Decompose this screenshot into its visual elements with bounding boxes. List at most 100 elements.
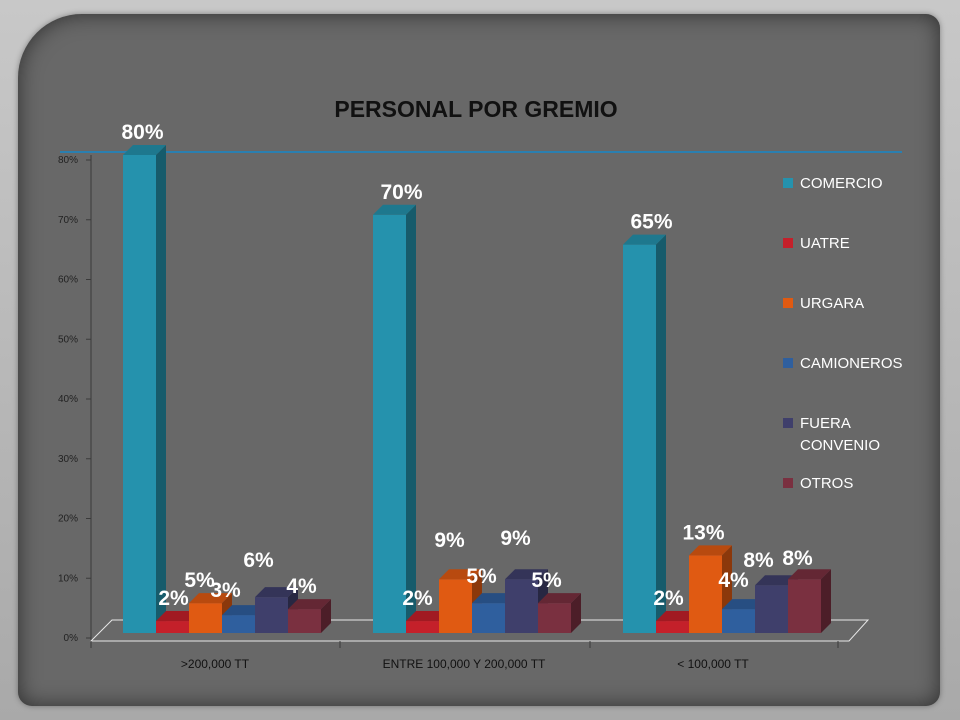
bar	[538, 593, 581, 633]
bar-front	[373, 214, 406, 633]
bar-front	[288, 609, 321, 633]
legend-swatch	[783, 418, 793, 428]
bar	[373, 204, 416, 633]
y-tick-label: 10%	[58, 573, 78, 584]
data-label: 2%	[158, 587, 189, 610]
legend-label: COMERCIO	[800, 175, 883, 192]
bar-top	[373, 204, 416, 215]
data-label: 2%	[402, 587, 433, 610]
bar-top	[255, 587, 298, 598]
bar-top	[505, 569, 548, 580]
data-label: 4%	[286, 575, 317, 598]
data-label: 2%	[653, 587, 684, 610]
legend-label: OTROS	[800, 475, 853, 492]
data-label: 9%	[434, 529, 465, 552]
y-tick-label: 50%	[58, 334, 78, 345]
bar-top	[689, 545, 732, 556]
data-label: 70%	[380, 181, 422, 204]
bar-side	[571, 593, 581, 633]
legend-swatch	[783, 358, 793, 368]
legend-label: FUERA	[800, 415, 851, 432]
bar	[189, 593, 232, 633]
bar-top	[722, 599, 765, 610]
data-label: 65%	[630, 211, 672, 234]
bar-top	[656, 611, 699, 622]
bar-front	[538, 603, 571, 633]
bar-top	[288, 599, 331, 610]
bar-front	[255, 597, 288, 633]
bar-top	[439, 569, 482, 580]
legend-swatch	[783, 298, 793, 308]
data-label: 3%	[210, 579, 241, 602]
data-labels: 80%2%5%3%6%4%70%2%9%5%9%5%65%2%13%4%8% 8%	[121, 121, 813, 610]
bar	[123, 145, 166, 633]
bar-top	[472, 593, 515, 604]
bar	[623, 234, 666, 633]
data-label: 5%	[184, 569, 215, 592]
bar-front	[722, 609, 755, 633]
bar-front	[406, 621, 439, 633]
bar-front	[123, 155, 156, 633]
legend-swatch	[783, 478, 793, 488]
data-label: 8%	[782, 547, 813, 570]
y-tick-label: 80%	[58, 155, 78, 166]
bar-side	[406, 204, 416, 633]
data-label: 13%	[682, 521, 724, 544]
bar-front	[222, 615, 255, 633]
legend-label: URGARA	[800, 295, 864, 312]
bar-side	[656, 234, 666, 633]
legend-label: UATRE	[800, 235, 850, 252]
bar-top	[156, 611, 199, 622]
bar-front	[505, 579, 538, 633]
bar-side	[156, 145, 166, 633]
floor-outline	[89, 619, 870, 642]
bar	[255, 587, 298, 633]
bar-front	[788, 579, 821, 633]
bar-top	[222, 605, 265, 616]
data-label: 5%	[466, 565, 497, 588]
bar-group	[123, 145, 831, 633]
x-tick-label: < 100,000 TT	[677, 657, 749, 671]
bar-top	[406, 611, 449, 622]
legend-swatch	[783, 178, 793, 188]
bar-front	[623, 244, 656, 633]
y-tick-label: 30%	[58, 454, 78, 465]
data-label: 8%	[743, 549, 774, 572]
bar-front	[472, 603, 505, 633]
bar	[288, 599, 331, 633]
bar-top	[123, 145, 166, 155]
data-label: 80%	[121, 121, 163, 144]
data-label: 9%	[500, 527, 531, 550]
x-axis: >200,000 TT ENTRE 100,000 Y 200,000 TT < 1…	[181, 657, 750, 671]
data-label: 6%	[243, 549, 274, 572]
bar-top	[189, 593, 232, 604]
bar-front	[755, 585, 788, 633]
bar-side	[821, 569, 831, 633]
bar-front	[689, 555, 722, 633]
bar-top	[755, 575, 798, 586]
chart-title: PERSONAL POR GREMIO	[334, 96, 617, 122]
y-tick-label: 40%	[58, 394, 78, 405]
y-tick-label: 20%	[58, 514, 78, 525]
data-label: 5%	[531, 569, 562, 592]
bar-front	[189, 603, 222, 633]
bar-front	[439, 579, 472, 633]
bar-top	[623, 234, 666, 245]
legend-swatch	[783, 238, 793, 248]
y-tick-label: 70%	[58, 215, 78, 226]
x-tick-label: >200,000 TT	[181, 657, 250, 671]
data-label: 4%	[718, 569, 749, 592]
legend-label: CAMIONEROS	[800, 355, 903, 372]
legend-label: CONVENIO	[800, 437, 880, 454]
y-tick-label: 60%	[58, 275, 78, 286]
bar	[788, 569, 831, 633]
legend: COMERCIO UATRE URGARA CAMIONEROS FUERA CONVEN…	[783, 175, 903, 492]
bar-side	[321, 599, 331, 633]
y-tick-label: 0%	[64, 633, 79, 644]
bar-front	[156, 621, 189, 633]
y-axis: 0% 10% 20% 30% 40% 50% 60% 70% 80%	[58, 155, 92, 644]
x-tick-label: ENTRE 100,000 Y 200,000 TT	[383, 657, 546, 671]
chart-floor	[89, 619, 870, 648]
bar-top	[788, 569, 831, 580]
